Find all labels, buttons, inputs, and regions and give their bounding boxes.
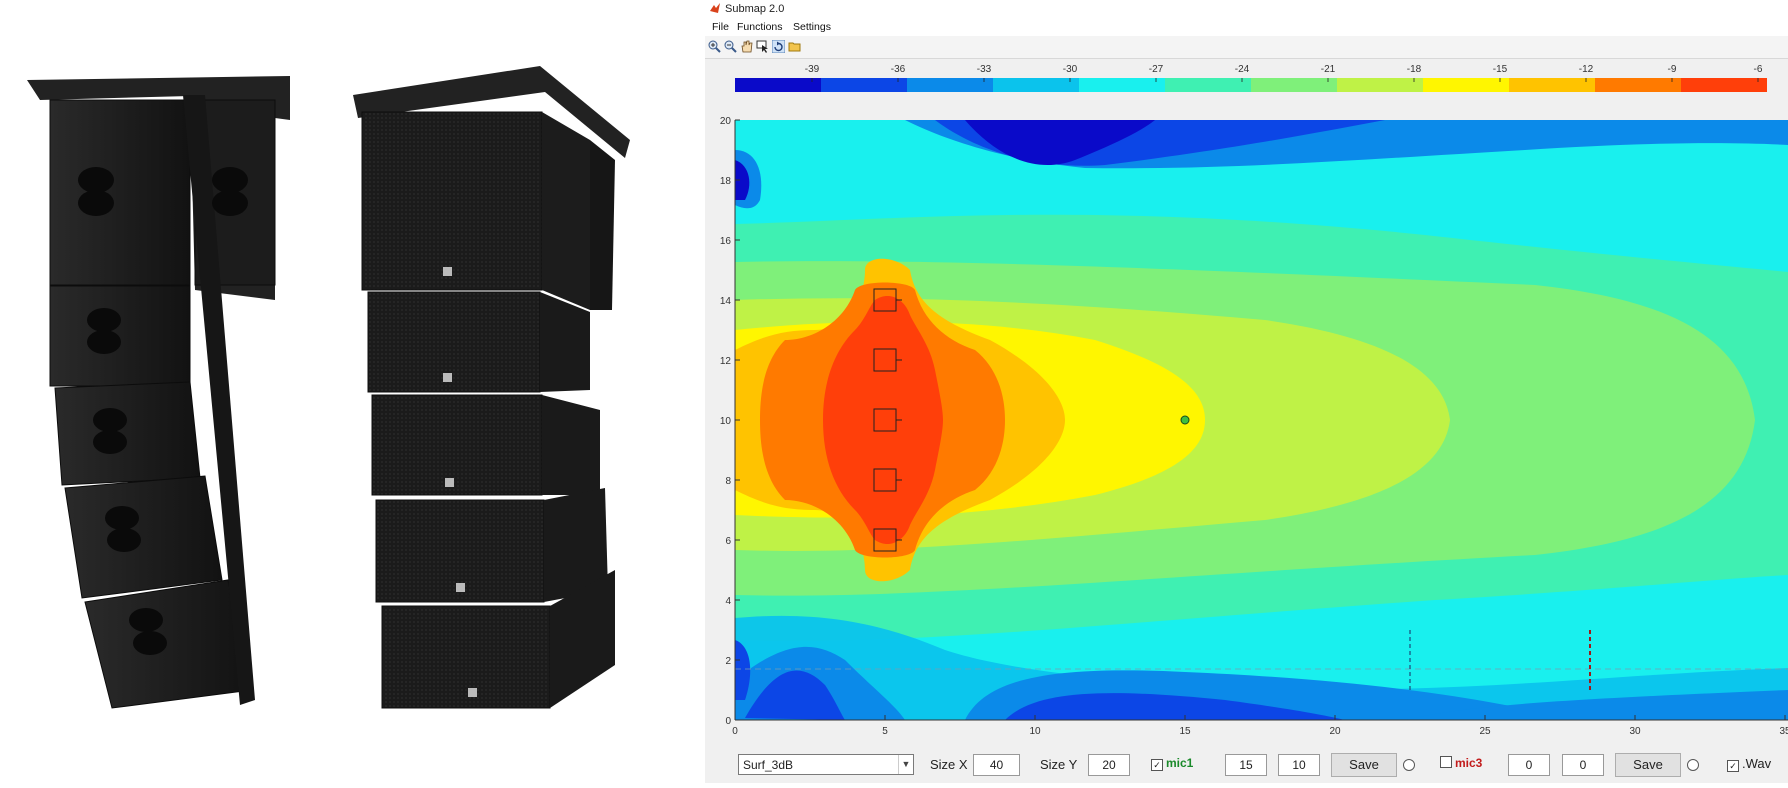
colorbar-tick-label: -27 [1149, 64, 1164, 75]
line-array-speakers-image [27, 66, 630, 709]
colorbar-segment [1079, 78, 1165, 92]
x-tick-label: 10 [1029, 726, 1041, 737]
spl-contour-plot: -39 -36 -33 -30 -27 -24 -21 -18 -15 -12 -9 -6 [720, 64, 1788, 737]
size-x-input[interactable]: 40 [973, 754, 1020, 776]
mic3-x-input[interactable]: 0 [1508, 754, 1550, 776]
y-tick-label: 20 [720, 116, 732, 127]
size-x-label: Size X [930, 757, 968, 772]
x-tick-label: 25 [1479, 726, 1491, 737]
colorbar-segment [1337, 78, 1423, 92]
colorbar-segment [907, 78, 993, 92]
colorbar-tick-label: -18 [1407, 64, 1422, 75]
x-tick-label: 35 [1779, 726, 1788, 737]
mic3-label: mic3 [1455, 756, 1483, 770]
checkbox-checked-icon: ✓ [1151, 759, 1163, 771]
y-tick-label: 14 [720, 296, 732, 307]
x-tick-label: 15 [1179, 726, 1191, 737]
size-y-label: Size Y [1040, 757, 1078, 772]
y-tick-label: 10 [720, 416, 732, 427]
title-bar: Submap 2.0 [705, 0, 1788, 18]
mic1-label: mic1 [1166, 756, 1194, 770]
y-tick-label: 6 [725, 536, 731, 547]
menu-settings[interactable]: Settings [793, 21, 831, 33]
mic1-checkbox[interactable]: ✓ mic1 [1151, 756, 1193, 771]
mic1-x-input[interactable]: 15 [1225, 754, 1267, 776]
y-tick-label: 12 [720, 356, 732, 367]
menu-functions[interactable]: Functions [737, 21, 783, 33]
colorbar-segment [735, 78, 821, 92]
chevron-down-icon[interactable]: ▼ [898, 755, 913, 774]
open-folder-icon[interactable] [788, 40, 801, 53]
colorbar-segment [1251, 78, 1337, 92]
plot-axes: 0 5 10 15 20 25 30 35 0 2 4 6 8 10 12 14 16 18 20 [720, 116, 1788, 737]
colorbar-segment [1681, 78, 1767, 92]
y-tick-label: 2 [725, 656, 731, 667]
mic1-save-button[interactable]: Save [1331, 753, 1397, 777]
colorbar-tick-label: -12 [1579, 64, 1594, 75]
data-cursor-icon[interactable] [756, 40, 769, 53]
colorbar-tick-label: -33 [977, 64, 992, 75]
x-tick-label: 20 [1329, 726, 1341, 737]
matlab-app-icon [710, 3, 720, 13]
y-tick-label: 4 [725, 596, 731, 607]
colorbar-segment [993, 78, 1079, 92]
rotate-icon[interactable] [772, 40, 785, 53]
speaker-product-photo [0, 0, 705, 783]
y-tick-label: 18 [720, 176, 732, 187]
preset-value: Surf_3dB [743, 758, 794, 772]
menu-bar: File Functions Settings [705, 18, 1788, 36]
y-tick-label: 0 [725, 716, 731, 727]
mic3-y-input[interactable]: 0 [1562, 754, 1604, 776]
y-tick-label: 8 [725, 476, 731, 487]
x-tick-label: 30 [1629, 726, 1641, 737]
plot-overlay [735, 288, 1788, 690]
mic3-save-button[interactable]: Save [1615, 753, 1681, 777]
figure-toolbar [705, 36, 1788, 59]
checkbox-checked-icon: ✓ [1727, 760, 1739, 772]
mic1-radio[interactable] [1403, 759, 1415, 771]
wav-label: .Wav [1742, 756, 1772, 771]
colorbar-tick-label: -24 [1235, 64, 1250, 75]
x-tick-label: 5 [882, 726, 888, 737]
zoom-out-icon[interactable] [724, 40, 737, 53]
mic1-marker[interactable] [1180, 415, 1190, 425]
colorbar-segment [821, 78, 907, 92]
colorbar-tick-label: -9 [1668, 64, 1677, 75]
mic3-checkbox[interactable]: mic3 [1440, 756, 1482, 770]
preset-dropdown[interactable]: Surf_3dB ▼ [738, 754, 914, 775]
menu-file[interactable]: File [712, 21, 729, 33]
checkbox-unchecked-icon [1440, 756, 1452, 768]
colorbar-segment [1165, 78, 1251, 92]
colorbar-segment [1509, 78, 1595, 92]
colorbar-tick-label: -21 [1321, 64, 1336, 75]
pan-icon[interactable] [740, 40, 753, 53]
mic1-y-input[interactable]: 10 [1278, 754, 1320, 776]
y-tick-label: 16 [720, 236, 732, 247]
window-title: Submap 2.0 [725, 3, 785, 15]
colorbar-segment [1595, 78, 1681, 92]
x-tick-label: 0 [732, 726, 738, 737]
colorbar: -39 -36 -33 -30 -27 -24 -21 -18 -15 -12 -9 -6 [735, 64, 1767, 92]
control-panel: Surf_3dB ▼ Size X 40 Size Y 20 ✓ mic1 15 … [705, 742, 1788, 783]
size-y-input[interactable]: 20 [1088, 754, 1130, 776]
colorbar-tick-label: -15 [1493, 64, 1508, 75]
colorbar-tick-label: -36 [891, 64, 906, 75]
colorbar-tick-label: -6 [1754, 64, 1763, 75]
zoom-in-icon[interactable] [708, 40, 721, 53]
submap-window: Submap 2.0 File Functions Settings -39 -3… [705, 0, 1788, 783]
mic3-radio[interactable] [1687, 759, 1699, 771]
colorbar-tick-label: -30 [1063, 64, 1078, 75]
wav-checkbox[interactable]: ✓ .Wav [1727, 756, 1771, 772]
colorbar-tick-label: -39 [805, 64, 820, 75]
contour-area[interactable] [735, 120, 1788, 720]
colorbar-segment [1423, 78, 1509, 92]
